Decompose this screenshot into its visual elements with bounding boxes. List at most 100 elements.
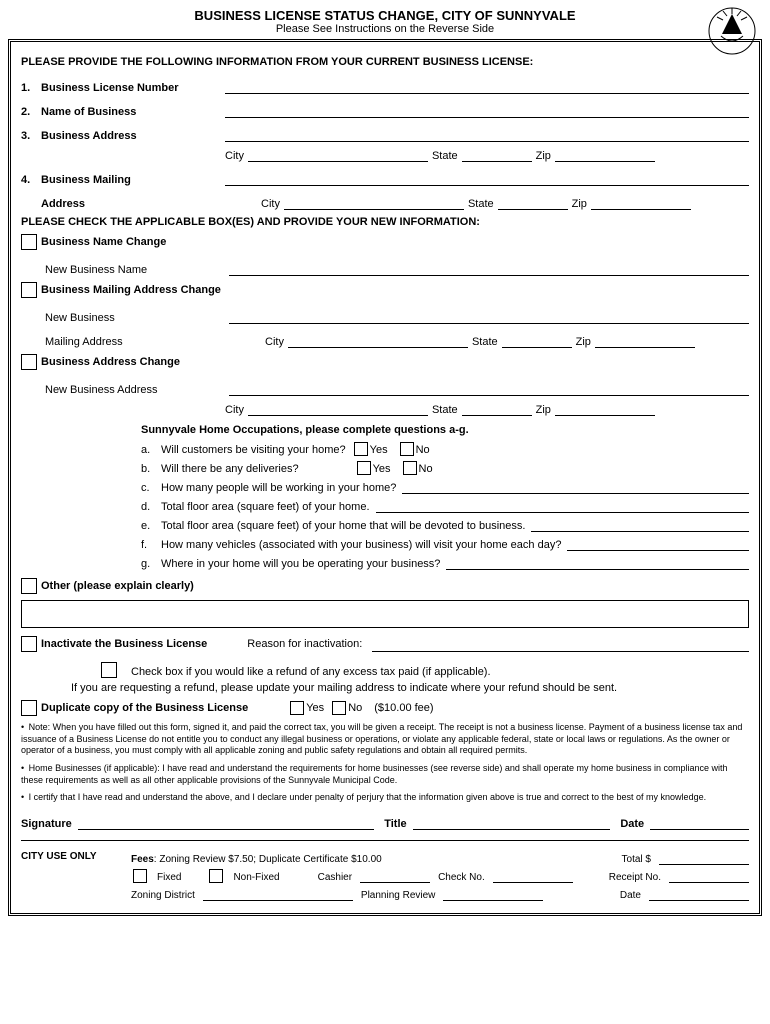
fee-label: ($10.00 fee) — [374, 702, 433, 714]
field-num: 3. — [21, 130, 41, 142]
a-no-checkbox[interactable] — [400, 442, 414, 456]
cu-date-label: Date — [620, 890, 641, 901]
other-checkbox[interactable] — [21, 578, 37, 594]
ho-letter: c. — [141, 482, 161, 494]
ho-text: How many people will be working in your … — [161, 482, 396, 494]
new-addr-input[interactable] — [229, 380, 749, 396]
duplicate-label: Duplicate copy of the Business License — [41, 702, 248, 714]
new-mail-city-input[interactable] — [288, 332, 468, 348]
ho-letter: g. — [141, 558, 161, 570]
b-yes-checkbox[interactable] — [357, 461, 371, 475]
ho-q-f: f. How many vehicles (associated with yo… — [141, 537, 749, 551]
zoning-input[interactable] — [203, 887, 353, 901]
zip-label: Zip — [572, 198, 587, 210]
signature-input[interactable] — [78, 814, 375, 830]
name-change-checkbox[interactable] — [21, 234, 37, 250]
planning-input[interactable] — [443, 887, 543, 901]
nonfixed-checkbox[interactable] — [209, 869, 223, 883]
receipt-input[interactable] — [669, 869, 749, 883]
name-change-row: Business Name Change — [21, 234, 749, 250]
refund-checkbox[interactable] — [101, 662, 117, 678]
other-text-input[interactable] — [21, 600, 749, 628]
e-input[interactable] — [531, 518, 749, 532]
new-mail-row: New Business — [21, 304, 749, 324]
state-input[interactable] — [462, 146, 532, 162]
dup-no-checkbox[interactable] — [332, 701, 346, 715]
mail-city-input[interactable] — [284, 194, 464, 210]
no-label: No — [348, 702, 362, 714]
inactivate-label: Inactivate the Business License — [41, 638, 207, 650]
reason-input[interactable] — [372, 636, 749, 652]
title-label: Title — [384, 818, 406, 830]
dup-yes-checkbox[interactable] — [290, 701, 304, 715]
mailing-address-input[interactable] — [225, 170, 749, 186]
new-mail-zip-input[interactable] — [595, 332, 695, 348]
note-2: • Home Businesses (if applicable): I hav… — [21, 763, 749, 786]
refund-row: Check box if you would like a refund of … — [21, 658, 749, 678]
date-input[interactable] — [650, 814, 749, 830]
ho-text: Will customers be visiting your home? — [161, 444, 346, 456]
d-input[interactable] — [376, 499, 750, 513]
field-mailing-address: 4. Business Mailing — [21, 166, 749, 186]
form-body: PLEASE PROVIDE THE FOLLOWING INFORMATION… — [8, 39, 762, 916]
b-no-checkbox[interactable] — [403, 461, 417, 475]
g-input[interactable] — [446, 556, 749, 570]
new-name-row: New Business Name — [21, 256, 749, 276]
total-input[interactable] — [659, 851, 749, 865]
zip-label: Zip — [536, 404, 551, 416]
title-input[interactable] — [413, 814, 611, 830]
new-addr-label: New Business Address — [45, 384, 225, 396]
zip-input[interactable] — [555, 146, 655, 162]
license-number-input[interactable] — [225, 78, 749, 94]
cu-date-input[interactable] — [649, 887, 749, 901]
addr-change-checkbox[interactable] — [21, 354, 37, 370]
field-label: Business Address — [41, 130, 221, 142]
ho-text: Total floor area (square feet) of your h… — [161, 501, 370, 513]
city-input[interactable] — [248, 146, 428, 162]
fixed-checkbox[interactable] — [133, 869, 147, 883]
a-yes-checkbox[interactable] — [354, 442, 368, 456]
ho-q-c: c. How many people will be working in yo… — [141, 480, 749, 494]
mail-change-row: Business Mailing Address Change — [21, 282, 749, 298]
section2-heading: PLEASE CHECK THE APPLICABLE BOX(ES) AND … — [21, 216, 749, 228]
new-name-label: New Business Name — [45, 264, 225, 276]
inactivate-checkbox[interactable] — [21, 636, 37, 652]
checkno-input[interactable] — [493, 869, 573, 883]
city-label: City — [261, 198, 280, 210]
business-name-input[interactable] — [225, 102, 749, 118]
state-label: State — [432, 150, 458, 162]
cashier-input[interactable] — [360, 869, 430, 883]
new-addr-state-input[interactable] — [462, 400, 532, 416]
c-input[interactable] — [402, 480, 749, 494]
ho-text: Where in your home will you be operating… — [161, 558, 440, 570]
new-addr-row: New Business Address — [21, 376, 749, 396]
form-subtitle: Please See Instructions on the Reverse S… — [8, 23, 762, 35]
new-name-input[interactable] — [229, 260, 749, 276]
mail-change-checkbox[interactable] — [21, 282, 37, 298]
field-label: Business License Number — [41, 82, 221, 94]
ho-text: Will there be any deliveries? — [161, 463, 299, 475]
field-num: 1. — [21, 82, 41, 94]
mail-state-input[interactable] — [498, 194, 568, 210]
city-seal-icon — [707, 6, 757, 56]
city-use-body: Fees: Zoning Review $7.50; Duplicate Cer… — [131, 847, 749, 905]
zip-label: Zip — [576, 336, 591, 348]
note-3: • I certify that I have read and underst… — [21, 792, 749, 804]
business-address-input[interactable] — [225, 126, 749, 142]
form-header: BUSINESS LICENSE STATUS CHANGE, CITY OF … — [8, 8, 762, 35]
new-addr-city-input[interactable] — [248, 400, 428, 416]
section1-heading: PLEASE PROVIDE THE FOLLOWING INFORMATION… — [21, 56, 749, 68]
field-label: Name of Business — [41, 106, 221, 118]
addr-change-label: Business Address Change — [41, 356, 180, 368]
no-label: No — [419, 463, 433, 475]
reason-label: Reason for inactivation: — [247, 638, 362, 650]
mail-zip-input[interactable] — [591, 194, 691, 210]
duplicate-checkbox[interactable] — [21, 700, 37, 716]
f-input[interactable] — [567, 537, 749, 551]
new-addr-csz: City State Zip — [21, 400, 749, 416]
new-mail-input[interactable] — [229, 308, 749, 324]
new-addr-zip-input[interactable] — [555, 400, 655, 416]
note-1: • Note: When you have filled out this fo… — [21, 722, 749, 757]
new-mail-state-input[interactable] — [502, 332, 572, 348]
ho-q-d: d. Total floor area (square feet) of you… — [141, 499, 749, 513]
